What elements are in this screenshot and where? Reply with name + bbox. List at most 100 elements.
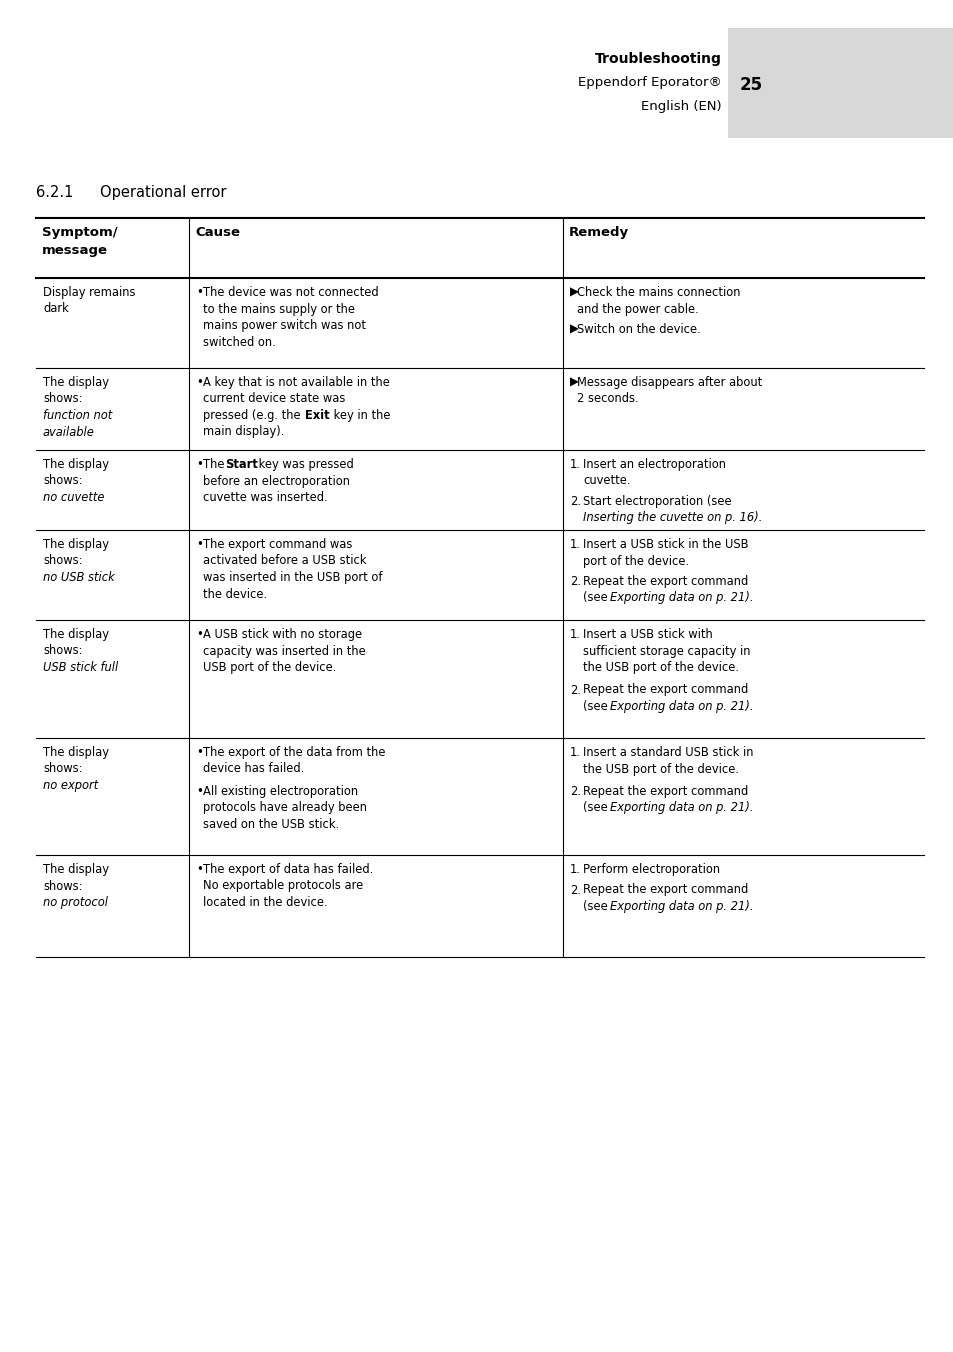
Text: Repeat the export command: Repeat the export command [582, 883, 747, 896]
Text: before an electroporation: before an electroporation [203, 475, 350, 488]
Text: •: • [195, 627, 203, 641]
Text: English (EN): English (EN) [640, 100, 721, 114]
Text: shows:: shows: [43, 554, 82, 568]
Text: Operational error: Operational error [100, 185, 226, 200]
Text: cuvette was inserted.: cuvette was inserted. [203, 491, 327, 504]
Text: port of the device.: port of the device. [582, 554, 688, 568]
Text: was inserted in the USB port of: was inserted in the USB port of [203, 571, 382, 584]
Text: Message disappears after about: Message disappears after about [577, 376, 761, 389]
Text: key in the: key in the [330, 410, 390, 422]
Text: 6.2.1: 6.2.1 [36, 185, 73, 200]
Text: Display remains: Display remains [43, 287, 135, 299]
Text: 2.: 2. [569, 684, 580, 696]
Text: current device state was: current device state was [203, 392, 345, 406]
Text: 1.: 1. [569, 746, 580, 758]
Text: activated before a USB stick: activated before a USB stick [203, 554, 366, 568]
Text: the USB port of the device.: the USB port of the device. [582, 763, 739, 776]
Text: device has failed.: device has failed. [203, 763, 304, 776]
Text: USB port of the device.: USB port of the device. [203, 661, 336, 675]
Text: The display: The display [43, 458, 109, 470]
Text: key was pressed: key was pressed [254, 458, 354, 470]
Text: Start: Start [225, 458, 257, 470]
Text: ▶: ▶ [569, 287, 578, 299]
Text: 2 seconds.: 2 seconds. [577, 392, 638, 406]
Text: (see: (see [582, 592, 611, 604]
Text: 1.: 1. [569, 863, 580, 876]
Text: protocols have already been: protocols have already been [203, 802, 367, 814]
Text: 2.: 2. [569, 575, 580, 588]
Text: The display: The display [43, 376, 109, 389]
Text: Insert a USB stick in the USB: Insert a USB stick in the USB [582, 538, 748, 552]
Text: Switch on the device.: Switch on the device. [577, 323, 700, 337]
Text: Start electroporation (see: Start electroporation (see [582, 495, 731, 508]
Text: available: available [43, 426, 94, 438]
Text: Eppendorf Eporator®: Eppendorf Eporator® [578, 76, 721, 89]
Text: ▶: ▶ [569, 323, 578, 337]
Text: (see: (see [582, 802, 611, 814]
Text: Insert an electroporation: Insert an electroporation [582, 458, 725, 470]
Text: the USB port of the device.: the USB port of the device. [582, 661, 739, 675]
Text: 1.: 1. [569, 538, 580, 552]
Text: The display: The display [43, 538, 109, 552]
Text: shows:: shows: [43, 880, 82, 892]
Text: Exporting data on p. 21).: Exporting data on p. 21). [609, 700, 753, 713]
Text: The export of the data from the: The export of the data from the [203, 746, 385, 758]
Text: All existing electroporation: All existing electroporation [203, 786, 357, 798]
Text: the device.: the device. [203, 588, 267, 600]
Text: sufficient storage capacity in: sufficient storage capacity in [582, 645, 750, 657]
Text: pressed (e.g. the: pressed (e.g. the [203, 410, 304, 422]
Text: A key that is not available in the: A key that is not available in the [203, 376, 390, 389]
Text: •: • [195, 786, 203, 798]
Text: •: • [195, 863, 203, 876]
Text: and the power cable.: and the power cable. [577, 303, 698, 315]
Text: The export of data has failed.: The export of data has failed. [203, 863, 373, 876]
Text: •: • [195, 458, 203, 470]
Text: Troubleshooting: Troubleshooting [595, 51, 721, 66]
Text: The: The [203, 458, 228, 470]
Text: Insert a standard USB stick in: Insert a standard USB stick in [582, 746, 753, 758]
Text: 2.: 2. [569, 495, 580, 508]
Text: The display: The display [43, 627, 109, 641]
Text: 1.: 1. [569, 458, 580, 470]
Text: No exportable protocols are: No exportable protocols are [203, 880, 363, 892]
Text: 2.: 2. [569, 786, 580, 798]
Text: Exporting data on p. 21).: Exporting data on p. 21). [609, 900, 753, 913]
Text: •: • [195, 287, 203, 299]
Text: (see: (see [582, 700, 611, 713]
Text: no export: no export [43, 779, 98, 792]
Text: Inserting the cuvette on p. 16).: Inserting the cuvette on p. 16). [582, 511, 761, 525]
Text: Exporting data on p. 21).: Exporting data on p. 21). [609, 802, 753, 814]
Text: main display).: main display). [203, 426, 284, 438]
Text: saved on the USB stick.: saved on the USB stick. [203, 818, 338, 831]
Text: Repeat the export command: Repeat the export command [582, 786, 747, 798]
Text: •: • [195, 538, 203, 552]
Text: Exit: Exit [305, 410, 330, 422]
Text: The display: The display [43, 863, 109, 876]
Text: Remedy: Remedy [568, 226, 628, 239]
Text: no USB stick: no USB stick [43, 571, 114, 584]
Text: capacity was inserted in the: capacity was inserted in the [203, 645, 365, 657]
Text: Exporting data on p. 21).: Exporting data on p. 21). [609, 592, 753, 604]
Text: switched on.: switched on. [203, 335, 275, 349]
Text: 2.: 2. [569, 883, 580, 896]
Text: Symptom/: Symptom/ [42, 226, 117, 239]
Text: no protocol: no protocol [43, 896, 108, 909]
Text: The display: The display [43, 746, 109, 758]
Text: (see: (see [582, 900, 611, 913]
Text: 25: 25 [740, 76, 762, 95]
Text: shows:: shows: [43, 645, 82, 657]
Text: •: • [195, 746, 203, 758]
Text: Perform electroporation: Perform electroporation [582, 863, 720, 876]
Text: shows:: shows: [43, 475, 82, 488]
Text: to the mains supply or the: to the mains supply or the [203, 303, 355, 315]
Text: function not: function not [43, 410, 112, 422]
Text: Insert a USB stick with: Insert a USB stick with [582, 627, 712, 641]
Text: Repeat the export command: Repeat the export command [582, 684, 747, 696]
Text: shows:: shows: [43, 763, 82, 776]
Text: Check the mains connection: Check the mains connection [577, 287, 740, 299]
Text: Repeat the export command: Repeat the export command [582, 575, 747, 588]
Text: message: message [42, 243, 108, 257]
Text: no cuvette: no cuvette [43, 491, 105, 504]
Text: located in the device.: located in the device. [203, 896, 327, 909]
Text: A USB stick with no storage: A USB stick with no storage [203, 627, 362, 641]
